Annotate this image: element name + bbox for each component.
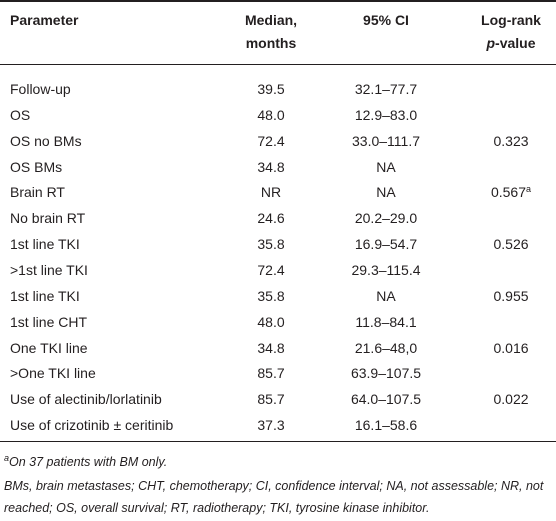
top-rule xyxy=(0,0,556,2)
header-cell: months xyxy=(245,35,297,51)
header-text: -value xyxy=(495,35,536,51)
cell-logrank: 0.526 xyxy=(493,236,529,253)
cell-median: NR xyxy=(260,184,282,201)
cell-logrank: 0.016 xyxy=(493,339,529,356)
cell-logrank: 0.022 xyxy=(493,391,529,408)
cell-parameter: One TKI line xyxy=(10,339,88,356)
footnote-mark: a xyxy=(4,453,10,463)
cell-ci: NA xyxy=(376,184,396,201)
header-cell: p-value xyxy=(486,34,535,52)
cell-ci: 20.2–29.0 xyxy=(354,210,418,227)
cell-logrank: 0.955 xyxy=(493,287,529,304)
cell-ci: NA xyxy=(376,287,396,304)
cell-ci: 16.9–54.7 xyxy=(354,236,418,253)
cell-parameter: Use of crizotinib ± ceritinib xyxy=(10,417,174,434)
cell-parameter: 1st line TKI xyxy=(10,236,80,253)
footnote-text: On 37 patients with BM only. xyxy=(9,455,168,469)
cell-median: 35.8 xyxy=(257,287,285,304)
cell-ci: NA xyxy=(376,158,396,175)
cell-ci: 21.6–48,0 xyxy=(354,339,418,356)
header-italic: p xyxy=(486,35,496,51)
cell-ci: 29.3–115.4 xyxy=(351,261,421,278)
cell-parameter: OS BMs xyxy=(10,158,63,175)
cell-median: 48.0 xyxy=(257,106,285,123)
header-cell: 95% CI xyxy=(363,12,409,28)
bottom-rule xyxy=(0,441,556,442)
cell-ci: 12.9–83.0 xyxy=(354,106,418,123)
cell-parameter: No brain RT xyxy=(10,210,86,227)
cell-parameter: 1st line CHT xyxy=(10,313,88,330)
cell-median: 85.7 xyxy=(257,365,285,382)
cell-median: 35.8 xyxy=(257,236,285,253)
footnote-ref: a xyxy=(526,184,532,195)
cell-parameter: OS no BMs xyxy=(10,132,82,149)
cell-ci: 64.0–107.5 xyxy=(350,391,422,408)
cell-parameter: Follow-up xyxy=(10,81,71,97)
cell-median: 48.0 xyxy=(257,313,285,330)
cell-median: 37.3 xyxy=(257,417,285,434)
cell-median: 72.4 xyxy=(257,261,285,278)
cell-median: 34.8 xyxy=(257,339,285,356)
cell-ci: 16.1–58.6 xyxy=(354,417,418,434)
cell-median: 39.5 xyxy=(257,81,285,97)
cell-median: 34.8 xyxy=(257,158,285,175)
header-cell: Median, xyxy=(244,12,298,28)
header-rule xyxy=(0,64,556,65)
cell-parameter: OS xyxy=(10,106,31,123)
cell-ci: 32.1–77.7 xyxy=(354,81,418,97)
cell-median: 72.4 xyxy=(257,132,285,149)
footnote-a: aOn 37 patients with BM only. xyxy=(4,451,552,473)
cell-logrank: 0.323 xyxy=(493,132,529,149)
cell-ci: 63.9–107.5 xyxy=(350,365,422,382)
cell-parameter: >1st line TKI xyxy=(10,261,88,278)
header-cell: Parameter xyxy=(10,12,79,28)
cell-parameter: >One TKI line xyxy=(10,365,96,382)
cell-median: 85.7 xyxy=(257,391,285,408)
header-cell: Log-rank xyxy=(481,12,541,28)
cell-logrank: 0.567a xyxy=(491,183,531,201)
cell-text: 0.567 xyxy=(490,184,527,201)
cell-ci: 33.0–111.7 xyxy=(352,132,420,149)
footnote-abbreviations: BMs, brain metastases; CHT, chemotherapy… xyxy=(4,479,544,515)
cell-median: 24.6 xyxy=(257,210,285,227)
cell-parameter: Use of alectinib/lorlatinib xyxy=(10,391,162,408)
cell-parameter: Brain RT xyxy=(10,184,65,201)
cell-parameter: 1st line TKI xyxy=(10,287,80,304)
cell-ci: 11.8–84.1 xyxy=(355,313,417,330)
